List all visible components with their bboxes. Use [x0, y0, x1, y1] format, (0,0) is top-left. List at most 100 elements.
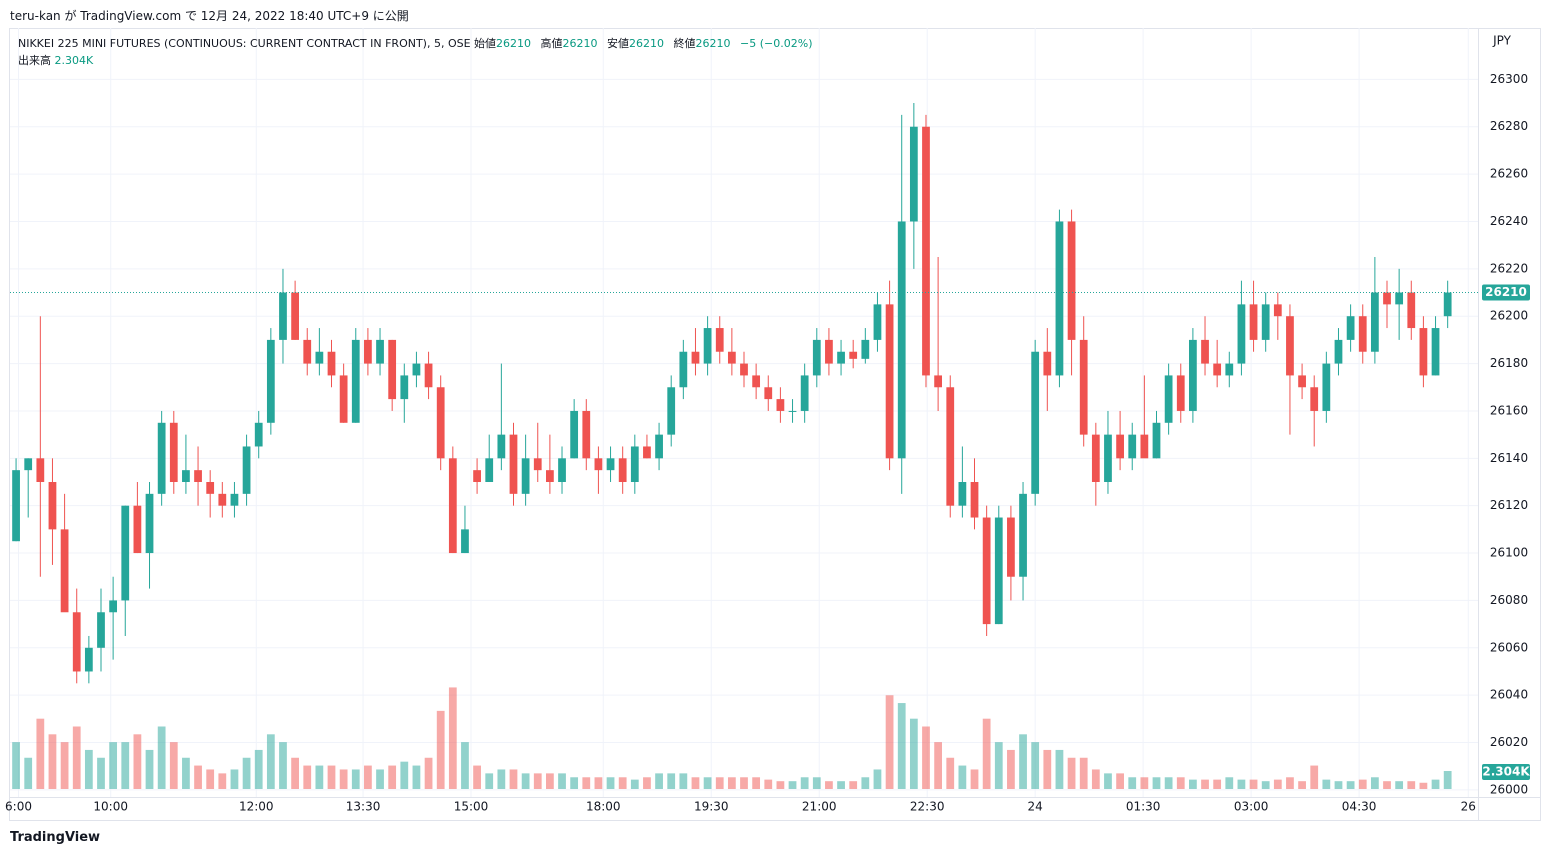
- x-tick-label: 03:00: [1234, 800, 1269, 814]
- volume-bar: [1213, 779, 1222, 789]
- volume-bar: [364, 765, 372, 789]
- candle-body: [206, 482, 215, 494]
- y-tick-label: 26180: [1490, 356, 1528, 370]
- candle-body: [1164, 375, 1173, 423]
- volume-bar: [630, 779, 639, 789]
- volume-bar: [121, 742, 130, 789]
- candle-body: [351, 339, 360, 423]
- candle-body: [1007, 517, 1015, 577]
- volume-bar: [667, 773, 676, 789]
- x-tick-label: 21:00: [802, 800, 837, 814]
- volume-bar: [679, 773, 688, 789]
- candle-body: [1237, 304, 1246, 364]
- y-tick-label: 26100: [1490, 546, 1528, 560]
- volume-bar: [1067, 757, 1076, 789]
- candle-body: [1370, 292, 1379, 352]
- candle-body: [740, 363, 748, 376]
- candle-body: [1419, 328, 1428, 376]
- candle-body: [934, 375, 942, 388]
- volume-bar: [1358, 779, 1367, 789]
- volume-bar: [958, 765, 967, 789]
- logo: TradingView: [10, 830, 101, 845]
- candle-body: [776, 399, 785, 411]
- volume-bar: [351, 769, 360, 789]
- candle-body: [327, 351, 336, 376]
- candle-body: [1116, 434, 1124, 459]
- candle-body: [594, 458, 603, 471]
- volume-bar: [60, 742, 69, 789]
- candle-body: [994, 517, 1003, 625]
- volume-legend: 出来高 2.304K: [18, 52, 99, 68]
- candle-body: [1443, 292, 1452, 317]
- candle-body: [812, 339, 821, 376]
- y-tick-label: 26160: [1490, 403, 1528, 417]
- y-tick-label: 26220: [1490, 261, 1528, 275]
- volume-bar: [473, 765, 481, 789]
- candle-body: [72, 612, 81, 672]
- volume-bar: [230, 769, 239, 789]
- candle-body: [218, 493, 227, 506]
- volume-bar: [776, 781, 785, 789]
- volume-bar: [1334, 781, 1343, 789]
- volume-bar: [1079, 757, 1088, 789]
- candle-body: [837, 351, 845, 364]
- candle-body: [1395, 292, 1404, 305]
- x-tick-label: 19:30: [694, 800, 729, 814]
- volume-bar: [448, 687, 457, 789]
- candle-body: [570, 410, 579, 459]
- volume-bar: [521, 773, 530, 789]
- candle-body: [254, 422, 263, 447]
- x-tick-label: 26: [1461, 800, 1476, 814]
- candle-body: [230, 493, 239, 506]
- y-tick-label: 26020: [1490, 735, 1528, 749]
- candle-body: [521, 458, 530, 494]
- candle-body: [1213, 363, 1222, 376]
- candle-body: [1176, 375, 1185, 411]
- volume-bar: [837, 781, 845, 789]
- x-tick-label: 04:30: [1342, 800, 1377, 814]
- candle-body: [727, 351, 736, 364]
- volume-bar: [303, 765, 312, 789]
- volume-bar: [1443, 771, 1452, 789]
- volume-bar: [97, 757, 105, 789]
- volume-bar: [594, 777, 603, 789]
- volume-bar: [970, 769, 979, 789]
- volume-bar: [84, 749, 93, 789]
- volume-bar: [412, 765, 421, 789]
- candle-body: [84, 647, 93, 672]
- candle-body: [1091, 434, 1100, 482]
- volume-bar: [558, 773, 566, 789]
- candle-body: [169, 422, 178, 482]
- candle-body: [291, 292, 299, 340]
- candle-body: [448, 458, 457, 554]
- low-value: 26210: [629, 37, 665, 50]
- x-tick-label: 18:00: [586, 800, 621, 814]
- candle-body: [388, 339, 397, 400]
- candle-body: [400, 375, 409, 400]
- volume-bar: [1286, 777, 1294, 789]
- volume-bar: [1298, 781, 1306, 789]
- open-label: 始値: [474, 37, 497, 50]
- volume-bar: [715, 777, 724, 789]
- candle-body: [546, 470, 554, 482]
- volume-bar: [764, 779, 773, 789]
- candle-body: [1128, 434, 1137, 459]
- symbol-title: NIKKEI 225 MINI FUTURES (CONTINUOUS: CUR…: [18, 37, 471, 50]
- candle-body: [1431, 328, 1440, 376]
- volume-bar: [1055, 749, 1064, 789]
- volume-bar: [279, 742, 287, 789]
- y-tick-label: 26300: [1490, 72, 1528, 86]
- volume-bar: [1273, 779, 1282, 789]
- symbol-legend: NIKKEI 225 MINI FUTURES (CONTINUOUS: CUR…: [18, 35, 819, 51]
- candle-body: [533, 458, 542, 471]
- volume-bar: [1261, 781, 1270, 789]
- y-tick-label: 26080: [1490, 593, 1528, 607]
- volume-bar: [946, 757, 955, 789]
- volume-bar: [388, 765, 397, 789]
- volume-bar: [861, 777, 870, 789]
- candle-body: [982, 517, 991, 625]
- volume-bar: [291, 757, 299, 789]
- candle-body: [376, 339, 384, 364]
- currency-label: JPY: [1492, 34, 1512, 48]
- candle-body: [36, 458, 45, 482]
